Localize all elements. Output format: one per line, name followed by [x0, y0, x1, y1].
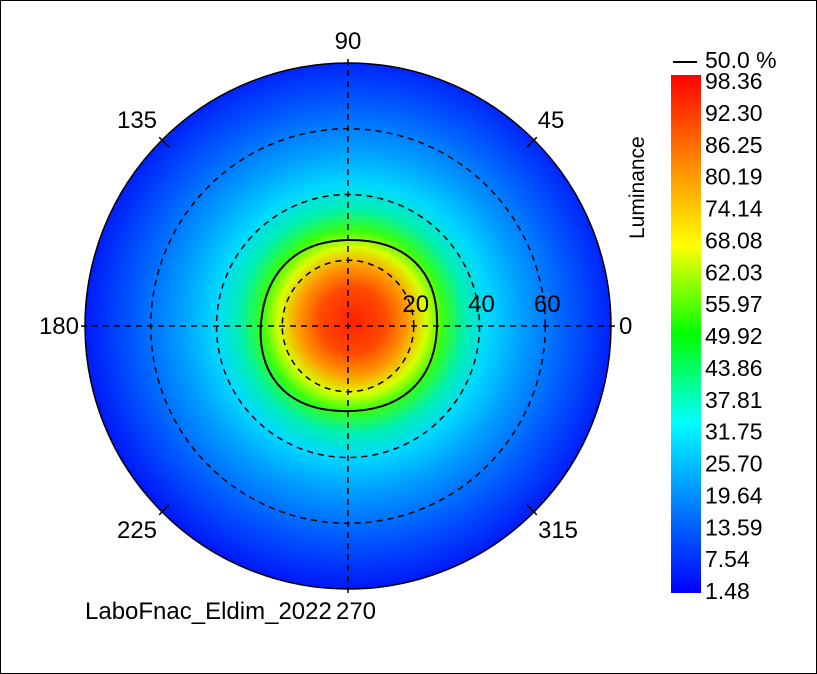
colorbar-tick-label: 86.25 [705, 132, 763, 158]
colorbar-tick-label: 92.30 [705, 100, 763, 126]
colorbar-tick-label: 43.86 [705, 355, 763, 381]
angle-label-135: 135 [117, 107, 157, 134]
colorbar-tick-label: 13.59 [705, 514, 763, 540]
angle-label-0: 0 [619, 313, 632, 340]
colorbar-tick-label: 98.36 [705, 68, 763, 94]
colorbar-tick-label: 55.97 [705, 291, 763, 317]
colorbar-tick-label: 7.54 [705, 546, 750, 572]
radial-label-40: 40 [468, 291, 495, 318]
contour-line [259, 238, 439, 413]
colorbar-title: Luminance [626, 136, 649, 239]
rim-tick-225 [158, 504, 170, 516]
contour-legend-label: 50.0 % [705, 47, 777, 73]
colorbar-tick-label: 37.81 [705, 387, 763, 413]
rim-tick-45 [526, 136, 538, 148]
colorbar-tick-label: 62.03 [705, 259, 763, 285]
colorbar-tick-label: 68.08 [705, 227, 763, 253]
colorbar-tick-label: 1.48 [705, 578, 750, 604]
colorbar-tick-label: 49.92 [705, 323, 763, 349]
colorbar-tick-label: 74.14 [705, 196, 763, 222]
colorbar-tick-label: 80.19 [705, 164, 763, 190]
colorbar-tick-label: 31.75 [705, 419, 763, 445]
angle-label-225: 225 [117, 517, 157, 544]
contour-50-percent [259, 238, 439, 413]
angle-label-45: 45 [538, 107, 565, 134]
angle-label-270: 270 [336, 598, 376, 625]
angle-label-90: 90 [335, 28, 362, 55]
rim-tick-315 [526, 504, 538, 516]
radial-label-60: 60 [534, 291, 561, 318]
angle-label-315: 315 [538, 517, 578, 544]
radial-label-20: 20 [402, 291, 429, 318]
axis-labels: 90 45 0 315 270 225 180 135 20 40 60 [39, 28, 632, 625]
angle-label-180: 180 [39, 313, 79, 340]
colorbar: 98.36 92.30 86.25 80.19 74.14 68.08 62.03 55.97… [626, 47, 777, 604]
colorbar-tick-label: 25.70 [705, 451, 763, 477]
colorbar-tick-label: 19.64 [705, 482, 763, 508]
colorbar-gradient [671, 75, 701, 593]
footer-text: LaboFnac_Eldim_2022 [85, 598, 332, 625]
rim-tick-135 [158, 136, 170, 148]
polar-grid [81, 59, 615, 593]
